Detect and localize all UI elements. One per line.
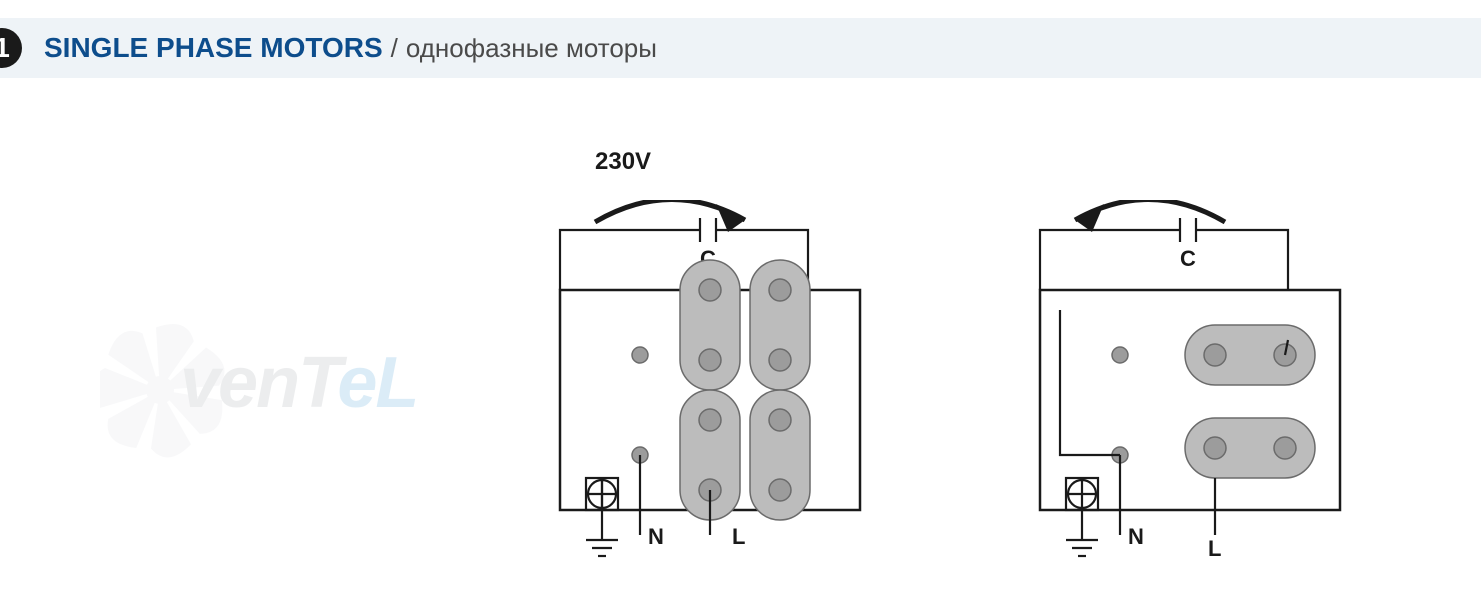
section-title-ru: однофазные моторы bbox=[406, 33, 657, 64]
rotation-arrow-cw-icon bbox=[595, 200, 745, 232]
terminal-link bbox=[750, 390, 810, 520]
terminal-link bbox=[750, 260, 810, 390]
neutral-label: N bbox=[1128, 524, 1144, 549]
section-number: 1 bbox=[0, 32, 10, 64]
fan-blades-icon bbox=[100, 280, 520, 500]
watermark-text: venTeL bbox=[180, 342, 417, 424]
terminal-dot bbox=[1112, 347, 1128, 363]
watermark-text-b: eL bbox=[337, 343, 417, 423]
terminal-link bbox=[1185, 325, 1315, 385]
terminal-link bbox=[1185, 418, 1315, 478]
section-title-en: SINGLE PHASE MOTORS bbox=[44, 32, 383, 64]
voltage-value: 230V bbox=[595, 148, 651, 175]
wiring-svg-cw: C bbox=[500, 200, 880, 580]
watermark: venTeL bbox=[100, 280, 520, 505]
wiring-diagram-ccw: C bbox=[980, 200, 1360, 585]
watermark-text-a: venT bbox=[180, 343, 337, 423]
voltage-label: 230V bbox=[595, 148, 651, 176]
line-label: L bbox=[732, 524, 745, 549]
terminal-link bbox=[680, 260, 740, 390]
wiring-diagram-cw: C bbox=[500, 200, 880, 585]
neutral-label: N bbox=[648, 524, 664, 549]
section-number-badge: 1 bbox=[0, 28, 22, 68]
terminal-dot bbox=[632, 347, 648, 363]
section-header: 1 SINGLE PHASE MOTORS / однофазные мотор… bbox=[0, 18, 1481, 78]
line-label: L bbox=[1208, 536, 1221, 561]
capacitor-label: C bbox=[1180, 246, 1196, 271]
wiring-svg-ccw: C bbox=[980, 200, 1360, 580]
section-title-separator: / bbox=[391, 33, 398, 64]
rotation-arrow-ccw-icon bbox=[1075, 200, 1225, 232]
